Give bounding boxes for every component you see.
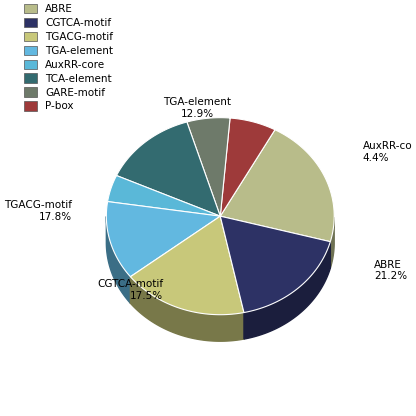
Text: ABRE
21.2%: ABRE 21.2% <box>374 260 407 281</box>
Polygon shape <box>106 202 220 277</box>
Polygon shape <box>116 122 220 216</box>
Text: CGTCA-motif
17.5%: CGTCA-motif 17.5% <box>97 279 163 301</box>
Polygon shape <box>130 277 244 341</box>
Polygon shape <box>130 216 244 314</box>
Polygon shape <box>108 176 220 216</box>
Polygon shape <box>220 118 275 216</box>
Polygon shape <box>330 218 334 268</box>
Text: TGA-element
12.9%: TGA-element 12.9% <box>163 97 231 119</box>
Legend: ABRE, CGTCA-motif, TGACG-motif, TGA-element, AuxRR-core, TCA-element, GARE-motif: ABRE, CGTCA-motif, TGACG-motif, TGA-elem… <box>21 1 116 114</box>
Polygon shape <box>220 130 334 242</box>
Polygon shape <box>106 216 130 303</box>
Polygon shape <box>220 216 330 312</box>
Text: TGACG-motif
17.8%: TGACG-motif 17.8% <box>4 201 72 222</box>
Text: AuxRR-co
4.4%: AuxRR-co 4.4% <box>363 141 412 163</box>
Polygon shape <box>187 118 230 216</box>
Polygon shape <box>244 242 330 339</box>
